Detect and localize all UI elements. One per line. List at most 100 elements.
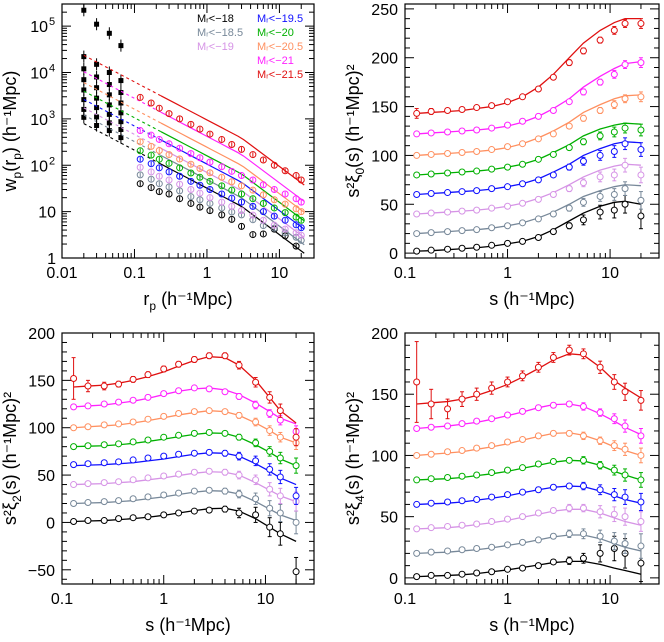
model-line [416, 184, 641, 235]
plot-frame [61, 3, 315, 259]
data-point [549, 401, 557, 409]
data-point [136, 155, 144, 163]
data-point [637, 498, 645, 506]
x-tick-label: 0.1 [394, 265, 416, 282]
data-point [610, 510, 618, 518]
y-tick-label: 150 [28, 373, 55, 390]
data-point [549, 558, 557, 566]
data-point [176, 164, 184, 172]
data-point [565, 163, 573, 171]
data-point [458, 395, 466, 403]
data-point [115, 478, 123, 486]
data-point [565, 122, 573, 130]
data-point [565, 530, 573, 538]
small-scale-point [81, 66, 87, 72]
data-point [176, 144, 184, 152]
data-point [206, 169, 214, 177]
model-line [160, 111, 305, 202]
data-point [519, 219, 527, 227]
data-point [266, 523, 274, 531]
data-point [427, 209, 435, 217]
data-point [549, 429, 557, 437]
data-point [565, 185, 573, 193]
y-tick-label: 0 [46, 515, 55, 532]
data-point [205, 352, 213, 360]
data-point [610, 491, 618, 499]
data-point [235, 452, 243, 460]
data-point [413, 191, 421, 198]
data-point [70, 443, 78, 451]
data-point [235, 361, 243, 369]
data-point [129, 476, 137, 484]
data-point [160, 365, 168, 373]
data-point [70, 461, 78, 469]
data-point [218, 163, 226, 171]
x-tick-label: 10 [257, 591, 275, 608]
model-line [160, 147, 305, 239]
data-point [504, 411, 512, 419]
data-point [205, 467, 213, 475]
data-point [413, 476, 421, 484]
data-point [84, 499, 92, 507]
data-point [259, 208, 267, 216]
data-point [488, 165, 496, 173]
data-point [115, 515, 123, 523]
data-point [579, 554, 587, 562]
data-point [444, 189, 452, 197]
data-point [473, 471, 481, 479]
data-point [292, 172, 300, 180]
data-point [100, 479, 108, 487]
model-line [73, 471, 297, 503]
data-point [221, 388, 229, 396]
data-point [427, 571, 435, 579]
data-point [129, 418, 137, 426]
data-point [579, 530, 587, 538]
data-point [270, 204, 278, 212]
model-line [160, 122, 305, 213]
data-point [458, 168, 466, 176]
y-tick-label: 10 [30, 66, 48, 83]
data-point [621, 445, 629, 453]
data-point [176, 115, 184, 123]
data-point [206, 194, 214, 202]
data-point [115, 398, 123, 406]
data-point [292, 205, 300, 213]
data-point [84, 402, 92, 410]
panel-quadrupole: 0.1 1 10 −50 0 50 100 150 200 s (h⁻¹Mpc) s²ξ2(s) (… [0, 326, 315, 635]
model-line [416, 122, 641, 176]
data-point [136, 93, 144, 101]
small-scale-point [94, 21, 100, 27]
data-point [413, 247, 421, 255]
data-point [621, 388, 629, 396]
data-point [84, 442, 92, 450]
data-point [196, 154, 204, 162]
data-point [252, 418, 260, 426]
data-point [488, 185, 496, 193]
data-point [579, 482, 587, 490]
data-point [637, 126, 645, 134]
data-point [160, 491, 168, 499]
data-point [205, 428, 213, 436]
data-point [206, 130, 214, 138]
data-point [534, 233, 542, 241]
y-tick-label: 100 [371, 448, 398, 465]
x-tick-label: 0.1 [51, 591, 73, 608]
y-tick-label: 100 [28, 421, 55, 438]
plot-frame [61, 332, 315, 585]
data-point [249, 231, 257, 239]
y-tick-label: 10 [30, 158, 48, 175]
data-point [238, 222, 246, 230]
data-point [637, 476, 645, 484]
data-point [473, 243, 481, 251]
data-point [488, 568, 496, 576]
data-point [621, 124, 629, 132]
data-point [621, 200, 629, 208]
data-point [129, 396, 137, 404]
plot-frame [404, 332, 660, 585]
y-tick-label: 200 [28, 326, 55, 343]
data-point [276, 492, 284, 500]
data-point [297, 216, 305, 224]
data-point [238, 172, 246, 180]
